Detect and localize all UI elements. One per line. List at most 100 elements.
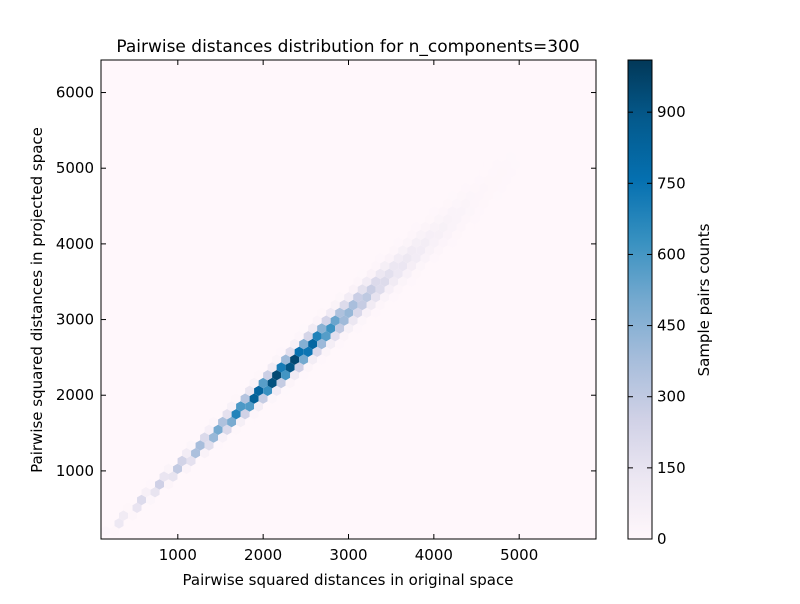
- hexbin-cell: [479, 167, 489, 178]
- hexbin-cell: [470, 214, 480, 225]
- hexbin-cell: [438, 253, 448, 264]
- hexbin-cell: [362, 307, 372, 318]
- hexbin-cell: [366, 299, 376, 311]
- hexbin-cell: [326, 323, 336, 334]
- hexbin-cell: [456, 221, 466, 233]
- hexbin-cell: [362, 292, 372, 303]
- hexbin-cell: [249, 377, 259, 389]
- hexbin-cell: [312, 331, 322, 342]
- hexbin-cell: [465, 175, 475, 186]
- hexbin-cell: [312, 315, 322, 326]
- hexbin-cell: [407, 260, 417, 272]
- hexbin-cell: [420, 268, 430, 279]
- hexbin-cell: [353, 323, 363, 334]
- hexbin-cell: [348, 315, 358, 326]
- hexbin-cell: [299, 354, 309, 365]
- y-tick-label: 2000: [56, 386, 94, 404]
- hexbin-cell: [348, 299, 358, 311]
- hexbin-cell: [452, 198, 462, 209]
- hexbin-cell: [384, 284, 394, 295]
- hexbin-cell: [227, 416, 237, 428]
- hexbin-cell: [267, 362, 277, 373]
- hexbin-cell: [434, 229, 444, 240]
- hexbin-cell: [389, 245, 399, 256]
- hexbin-cell: [321, 346, 331, 357]
- x-tick-label: 1000: [159, 546, 197, 564]
- hexbin-cell: [101, 526, 111, 537]
- hexbin-cell: [456, 206, 466, 217]
- hexbin-cell: [303, 331, 313, 342]
- hexbin-cell: [285, 346, 295, 357]
- colorbar-tick-label: 150: [657, 459, 686, 477]
- hexbin-cell: [434, 214, 444, 225]
- hexbin-cell: [479, 182, 489, 194]
- hexbin-cell: [357, 268, 367, 279]
- hexbin-cell: [452, 182, 462, 194]
- hexbin-cell: [461, 229, 471, 240]
- hexbin-cell: [447, 206, 457, 217]
- hexbin-cell: [303, 362, 313, 373]
- hexbin-cell: [425, 260, 435, 272]
- hexbin-cell: [330, 315, 340, 326]
- hexbin-cell: [227, 401, 237, 412]
- hexbin-cell: [236, 401, 246, 412]
- hexbin-cell: [452, 214, 462, 225]
- hexbin-cell: [443, 229, 453, 240]
- hexbin-cell: [398, 260, 408, 272]
- hexbin-cell: [168, 455, 178, 467]
- hexbin-cell: [429, 237, 439, 248]
- hexbin-cell: [137, 494, 147, 506]
- hexbin-cell: [308, 354, 318, 365]
- hexbin-cell: [497, 182, 507, 194]
- hexbin-cell: [321, 315, 331, 326]
- hexbin-cell: [501, 190, 511, 201]
- hexbin-cell: [380, 276, 390, 287]
- hexbin-cell: [209, 432, 219, 443]
- hexbin-cell: [348, 331, 358, 342]
- hexbin-cell: [380, 245, 390, 256]
- hexbin-cell: [389, 276, 399, 287]
- hexbin-cell: [218, 416, 228, 428]
- hexbin-cell: [371, 276, 381, 287]
- hexbin-cell: [200, 448, 210, 459]
- hexbin-cell: [330, 299, 340, 311]
- hexbin-cell: [182, 463, 192, 474]
- hexbin-cell: [353, 276, 363, 287]
- hexbin-cell: [353, 292, 363, 303]
- hexbin-cell: [429, 221, 439, 233]
- hexbin-cell: [510, 143, 520, 155]
- hexbin-cell: [321, 331, 331, 342]
- hexbin-cell: [407, 229, 417, 240]
- hexbin-cell: [326, 307, 336, 318]
- hexbin-cell: [434, 198, 444, 209]
- colorbar-tick-label: 900: [657, 103, 686, 121]
- hexbin-cell: [245, 416, 255, 428]
- hexbin-cell: [141, 487, 151, 498]
- hexbin-cell: [195, 455, 205, 467]
- hexbin-cell: [249, 393, 259, 404]
- hexbin-cell: [389, 292, 399, 303]
- hexbin-cell: [317, 307, 327, 318]
- y-axis: 1000 2000 3000 4000 5000 6000: [56, 84, 596, 480]
- y-tick-label: 5000: [56, 159, 94, 177]
- hexbin-cell: [276, 362, 286, 373]
- hexbin-cell: [344, 292, 354, 303]
- hexbin-cell: [393, 268, 403, 279]
- hexbin-cell: [398, 276, 408, 287]
- colorbar-axis: 0 150 300 450 600 750 900: [628, 103, 686, 548]
- hexbin-cell: [420, 237, 430, 248]
- hexbin-cell: [452, 229, 462, 240]
- hexbin-cell: [398, 229, 408, 240]
- hexbin-cell: [366, 315, 376, 326]
- hexbin-cell: [303, 346, 313, 357]
- hexbin-cell: [191, 432, 201, 443]
- hexbin-cell: [461, 214, 471, 225]
- hexbin-cell: [119, 510, 129, 521]
- hexbin-cell: [335, 307, 345, 318]
- x-axis-label: Pairwise squared distances in original s…: [183, 571, 514, 589]
- hexbin-cell: [371, 260, 381, 272]
- hexbin-cell: [411, 268, 421, 279]
- hexbin-cell: [348, 284, 358, 295]
- hexbin-cell: [150, 487, 160, 498]
- y-tick-label: 4000: [56, 235, 94, 253]
